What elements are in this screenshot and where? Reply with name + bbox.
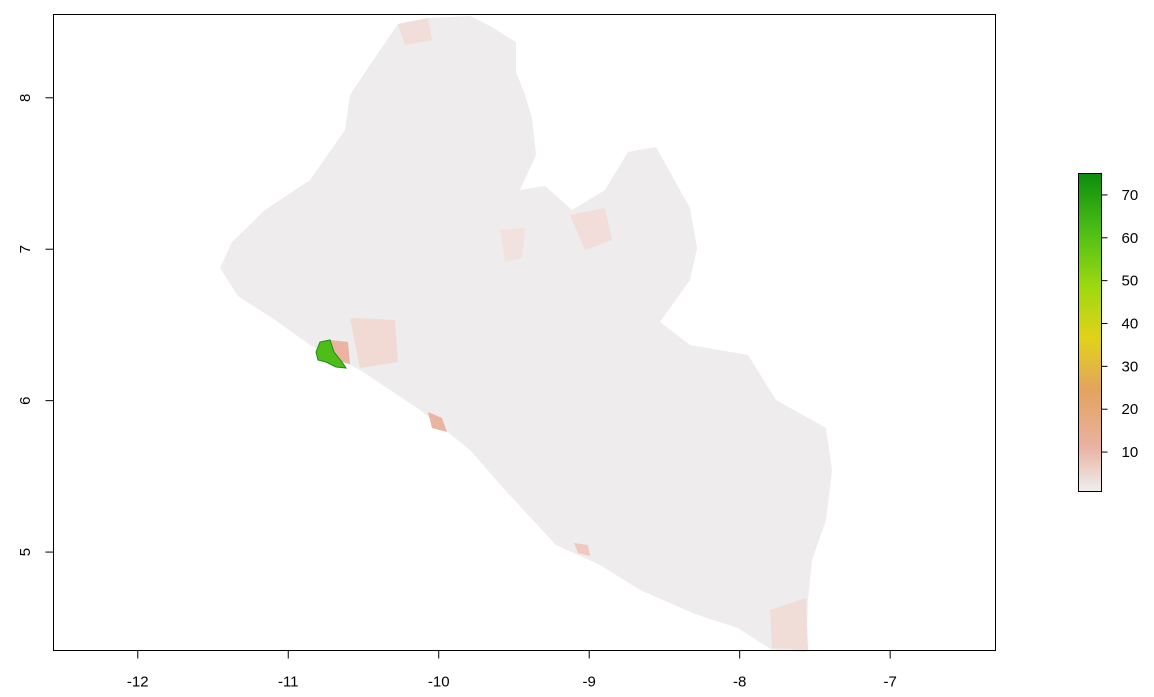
legend-colorbar: [1078, 173, 1102, 492]
x-tick-label: -7: [883, 674, 896, 691]
region-patch: [350, 318, 398, 368]
y-axis: 5 6 7 8: [17, 94, 54, 556]
region-patch: [398, 18, 432, 45]
legend-label: 70: [1122, 187, 1139, 204]
x-tick-label: -9: [583, 674, 596, 691]
y-tick-label: 5: [17, 548, 34, 556]
legend: 10 20 30 40 50 60 70: [1078, 173, 1139, 492]
legend-label: 60: [1122, 230, 1139, 247]
high-value-region: [315, 339, 348, 369]
x-tick-label: -8: [733, 674, 746, 691]
region-patch: [500, 228, 525, 262]
legend-label: 50: [1122, 273, 1139, 290]
y-tick-label: 6: [17, 396, 34, 404]
legend-label: 40: [1122, 316, 1139, 333]
country-outline: [220, 16, 832, 652]
y-tick-label: 7: [17, 245, 34, 253]
country-map: [220, 16, 832, 652]
legend-label: 20: [1122, 401, 1139, 418]
region-patch: [770, 598, 808, 650]
legend-label: 30: [1122, 358, 1139, 375]
x-axis: -12 -11 -10 -9 -8 -7: [127, 650, 897, 691]
y-tick-label: 8: [17, 94, 34, 102]
x-tick-label: -12: [127, 674, 149, 691]
x-tick-label: -10: [428, 674, 450, 691]
region-patch: [574, 543, 590, 556]
x-tick-label: -11: [278, 674, 299, 691]
legend-ticks: 10 20 30 40 50 60 70: [1101, 187, 1139, 461]
legend-label: 10: [1122, 444, 1139, 461]
region-patch: [428, 412, 447, 432]
region-patch: [570, 208, 612, 250]
